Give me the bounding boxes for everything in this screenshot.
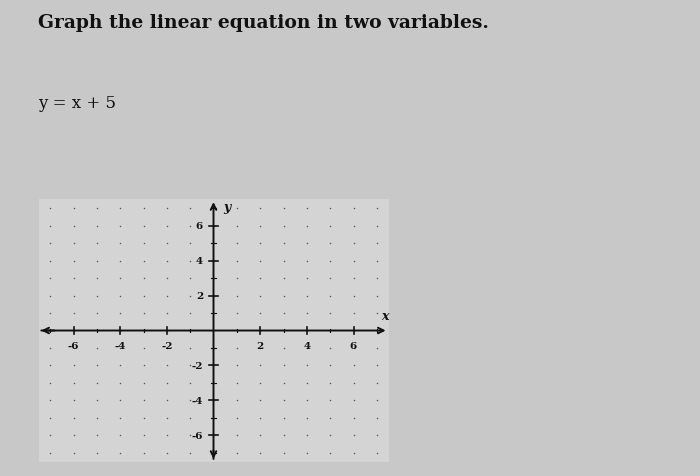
Text: -6: -6 — [68, 341, 79, 350]
Text: 2: 2 — [256, 341, 264, 350]
Text: y = x + 5: y = x + 5 — [38, 95, 116, 112]
Text: -4: -4 — [192, 396, 203, 405]
Text: 6: 6 — [350, 341, 357, 350]
Text: -4: -4 — [115, 341, 126, 350]
Text: 2: 2 — [196, 291, 203, 300]
Text: 6: 6 — [196, 222, 203, 230]
Text: -2: -2 — [192, 361, 203, 370]
Text: Graph the linear equation in two variables.: Graph the linear equation in two variabl… — [38, 14, 489, 32]
Text: x: x — [382, 309, 388, 322]
Text: 4: 4 — [303, 341, 310, 350]
Text: -6: -6 — [192, 431, 203, 440]
Text: 4: 4 — [196, 257, 203, 266]
Text: y: y — [223, 201, 230, 214]
Text: -2: -2 — [161, 341, 173, 350]
